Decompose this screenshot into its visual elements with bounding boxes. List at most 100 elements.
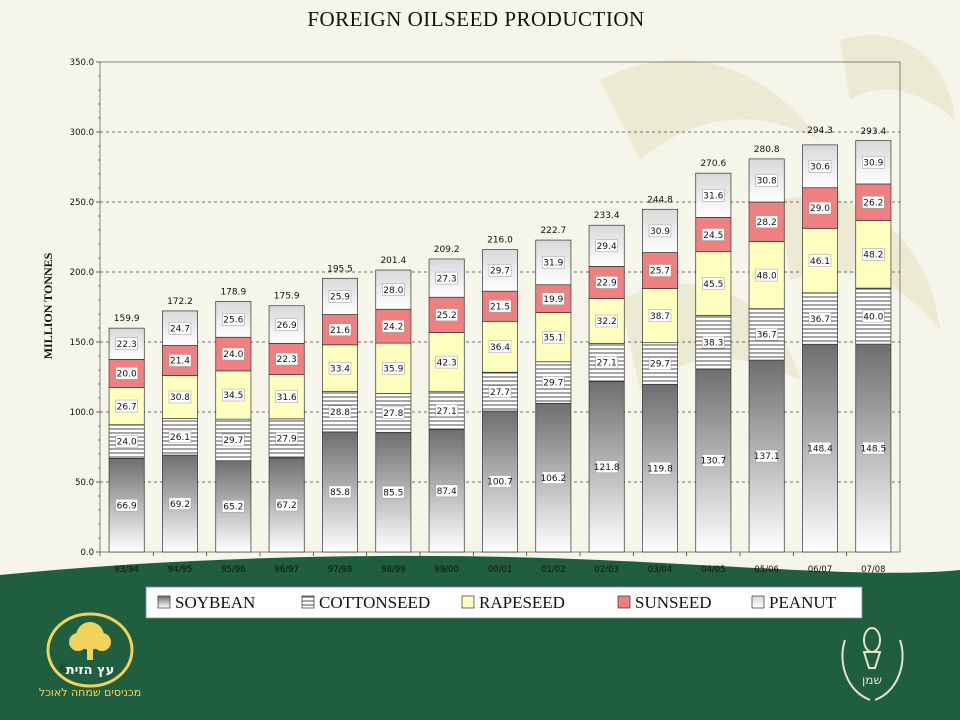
data-label: 148.4 (807, 444, 833, 454)
data-label-box (488, 475, 512, 488)
y-tick-label: 250.0 (70, 198, 94, 208)
data-label: 85.8 (330, 488, 350, 498)
data-label: 85.5 (383, 488, 403, 498)
data-label-box (488, 264, 512, 277)
data-label: 27.1 (597, 359, 617, 369)
data-label-box (115, 399, 138, 413)
total-label: 280.8 (754, 145, 780, 155)
legend-box (145, 586, 863, 619)
data-label: 42.3 (437, 358, 457, 368)
data-label-box (648, 461, 672, 475)
data-label-box (382, 485, 405, 499)
y-tick-label: 200.0 (70, 268, 94, 278)
data-label: 66.9 (117, 501, 137, 511)
data-label-box (808, 160, 832, 173)
data-label-box (702, 189, 725, 202)
data-label: 29.4 (597, 242, 617, 252)
data-label: 34.5 (223, 391, 243, 401)
legend-label-sunseed: SUNSEED (635, 593, 712, 612)
data-label-box (542, 256, 565, 269)
data-label-box (755, 328, 778, 341)
data-label-box (168, 354, 192, 367)
y-tick-label: 0.0 (80, 548, 94, 558)
total-label: 172.2 (167, 297, 193, 307)
data-label-box (702, 335, 725, 349)
data-label-box (488, 385, 512, 398)
data-label: 30.9 (650, 227, 670, 237)
data-label: 67.2 (277, 501, 297, 511)
data-label: 40.0 (863, 312, 883, 322)
y-axis-label: MILLION TONNES (41, 252, 55, 359)
data-label-box (702, 454, 725, 467)
x-tick-label: 07/08 (861, 565, 886, 575)
data-label: 38.3 (703, 338, 723, 348)
data-label-box (755, 449, 778, 463)
data-label-box (328, 405, 352, 418)
data-label-box (808, 441, 832, 455)
data-label: 24.7 (170, 324, 190, 334)
total-label: 178.9 (220, 288, 246, 298)
total-label: 222.7 (540, 226, 566, 236)
data-label: 46.1 (810, 257, 830, 267)
data-label: 27.9 (277, 435, 297, 445)
data-label: 121.8 (594, 463, 620, 473)
data-label: 27.7 (490, 388, 510, 398)
data-label: 25.6 (223, 316, 243, 326)
data-label-box (328, 290, 352, 303)
data-label: 22.3 (117, 340, 137, 350)
data-label-box (595, 239, 618, 253)
data-label: 20.0 (117, 370, 137, 380)
data-label-box (542, 292, 565, 305)
data-label-box (222, 347, 245, 361)
data-label: 30.9 (863, 159, 883, 169)
data-label-box (222, 500, 245, 513)
data-label: 45.5 (703, 280, 723, 290)
data-label-box (168, 497, 192, 510)
data-label: 130.7 (700, 457, 726, 467)
data-label: 30.6 (810, 163, 830, 173)
total-label: 270.6 (700, 159, 726, 169)
total-label: 159.9 (114, 314, 140, 324)
bar-segment-cottonseed (215, 418, 252, 462)
data-label-box (222, 313, 245, 326)
x-tick-label: 05/06 (754, 565, 779, 575)
x-tick-label: 00/01 (488, 565, 513, 575)
total-label: 233.4 (594, 211, 620, 221)
data-label-box (862, 196, 885, 209)
legend: SOYBEAN COTTONSEED RAPESEED SUNSEED PEANUT (145, 586, 863, 619)
data-label-box (328, 361, 352, 375)
data-label: 137.1 (754, 452, 780, 462)
data-label: 28.8 (330, 408, 350, 418)
data-label: 35.1 (543, 333, 563, 343)
plot-area: 0.0 50.0 100.0 150.0 200.0 250.0 300.0 350.0 66.… (70, 58, 901, 575)
data-label: 69.2 (170, 500, 190, 510)
data-label-box (542, 471, 565, 484)
data-label-box (435, 271, 458, 285)
y-tick-label: 300.0 (70, 128, 94, 138)
page-number: 6 (60, 660, 68, 675)
data-label: 21.4 (170, 357, 190, 367)
data-label: 25.9 (330, 293, 350, 303)
total-label: 175.9 (274, 292, 300, 302)
data-label: 21.5 (490, 302, 510, 312)
data-label-box (542, 376, 565, 389)
data-label-box (488, 299, 512, 313)
data-label-box (808, 254, 832, 267)
legend-swatch-cottonseed (301, 595, 315, 609)
data-label-box (222, 433, 245, 447)
data-label-box (862, 156, 885, 169)
x-tick-label: 01/02 (541, 565, 566, 575)
data-label-box (328, 485, 352, 499)
data-label-box (168, 430, 192, 444)
data-label-box (595, 460, 618, 473)
data-label-box (382, 406, 405, 420)
data-label: 29.0 (810, 204, 830, 214)
bar-segment-sunseed (588, 266, 625, 299)
data-label-box (275, 352, 298, 366)
bar-segment-cottonseed (695, 315, 732, 370)
legend-swatch-soybean (157, 595, 171, 609)
data-label: 28.2 (757, 218, 777, 228)
data-label-box (595, 276, 618, 289)
data-label-box (488, 340, 512, 354)
data-label-box (862, 248, 885, 261)
